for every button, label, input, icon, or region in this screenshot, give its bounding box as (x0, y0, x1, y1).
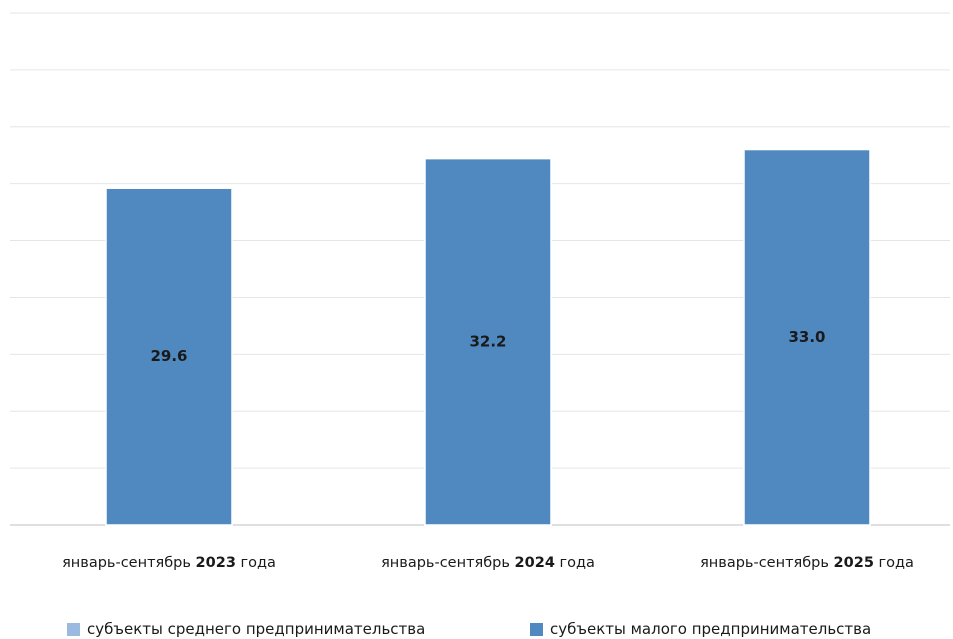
category-label-2025: январь-сентябрь 2025 года (700, 555, 914, 571)
legend: субъекты среднего предпринимательства суб… (0, 620, 953, 639)
bar-small-2024 (424, 157, 552, 526)
data-label-small-2024: 32.2 (469, 332, 506, 350)
legend-item-small: субъекты малого предпринимательства (530, 620, 871, 638)
legend-label: субъекты малого предпринимательства (550, 620, 872, 638)
legend-item-medium: субъекты среднего предпринимательства (67, 620, 425, 638)
stacked-bar-chart: 6.929.67.132.27.533.0 январь-сентябрь 20… (10, 12, 950, 571)
legend-swatch (530, 622, 543, 636)
category-label-2024: январь-сентябрь 2024 года (381, 555, 595, 571)
category-label-2023: январь-сентябрь 2023 года (62, 555, 276, 571)
data-label-small-2025: 33.0 (788, 328, 825, 346)
data-label-small-2023: 29.6 (150, 347, 187, 365)
bar-small-2023 (105, 187, 233, 526)
bars: 6.929.67.132.27.533.0 (105, 148, 871, 526)
legend-label: субъекты среднего предпринимательства (87, 620, 426, 638)
bar-small-2025 (743, 148, 871, 526)
legend-swatch (67, 622, 80, 636)
category-labels: январь-сентябрь 2023 года январь-сентябрь… (62, 555, 914, 571)
